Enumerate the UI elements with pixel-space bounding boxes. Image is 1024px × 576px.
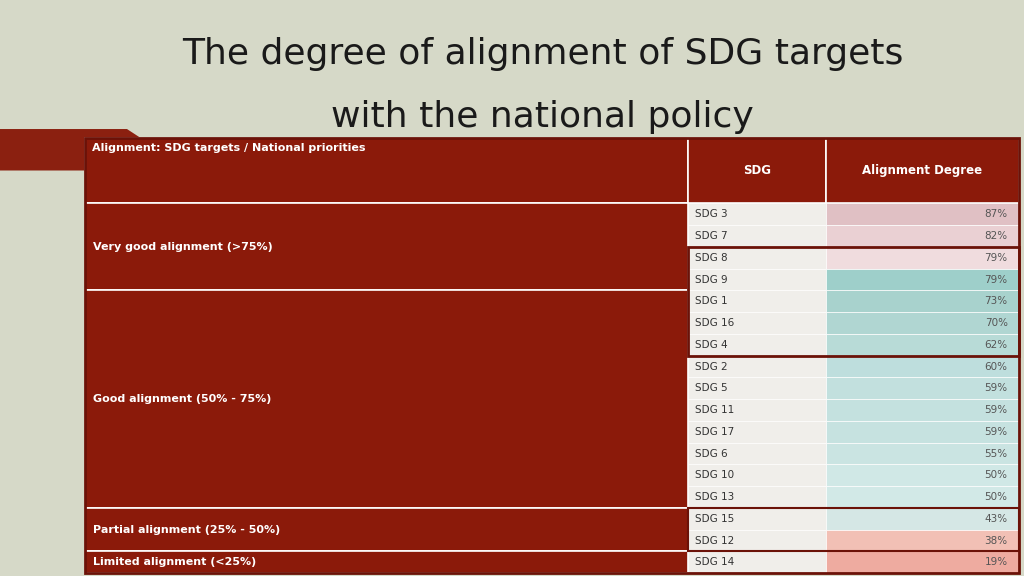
- Bar: [825, 421, 1019, 442]
- Text: SDG 5: SDG 5: [695, 383, 727, 393]
- Text: 70%: 70%: [985, 318, 1008, 328]
- Text: SDG 2: SDG 2: [695, 362, 727, 372]
- Bar: [825, 486, 1019, 508]
- Text: SDG: SDG: [743, 164, 771, 177]
- Text: 73%: 73%: [984, 296, 1008, 306]
- Bar: [688, 551, 825, 573]
- Bar: [688, 225, 825, 247]
- Text: Very good alignment (>75%): Very good alignment (>75%): [93, 242, 273, 252]
- Text: 59%: 59%: [984, 405, 1008, 415]
- Text: SDG 15: SDG 15: [695, 514, 734, 524]
- Text: SDG 3: SDG 3: [695, 209, 727, 219]
- Text: SDG 12: SDG 12: [695, 536, 734, 545]
- Bar: [688, 486, 825, 508]
- Bar: [825, 312, 1019, 334]
- Bar: [85, 138, 688, 203]
- Bar: [825, 138, 1019, 203]
- Bar: [688, 508, 1019, 551]
- Bar: [688, 356, 825, 377]
- Text: SDG 17: SDG 17: [695, 427, 734, 437]
- Bar: [825, 334, 1019, 356]
- Text: 50%: 50%: [985, 492, 1008, 502]
- Bar: [688, 203, 825, 225]
- Text: 50%: 50%: [985, 470, 1008, 480]
- Text: SDG 11: SDG 11: [695, 405, 734, 415]
- Bar: [688, 464, 825, 486]
- Bar: [688, 442, 825, 464]
- Bar: [688, 268, 825, 290]
- Bar: [688, 312, 825, 334]
- Bar: [688, 138, 825, 203]
- Text: Limited alignment (<25%): Limited alignment (<25%): [93, 557, 257, 567]
- Text: 59%: 59%: [984, 383, 1008, 393]
- Text: SDG 14: SDG 14: [695, 557, 734, 567]
- Bar: [688, 334, 825, 356]
- Text: 79%: 79%: [984, 275, 1008, 285]
- Bar: [688, 399, 825, 421]
- Text: SDG 4: SDG 4: [695, 340, 727, 350]
- Text: SDG 6: SDG 6: [695, 449, 727, 458]
- Bar: [825, 225, 1019, 247]
- Text: 60%: 60%: [985, 362, 1008, 372]
- Bar: [85, 203, 688, 290]
- Text: 82%: 82%: [984, 231, 1008, 241]
- Text: Alignment: SDG targets / National priorities: Alignment: SDG targets / National priori…: [92, 143, 366, 153]
- Bar: [825, 464, 1019, 486]
- Bar: [825, 290, 1019, 312]
- Bar: [825, 268, 1019, 290]
- Text: Good alignment (50% - 75%): Good alignment (50% - 75%): [93, 394, 271, 404]
- Text: with the national policy: with the national policy: [332, 100, 754, 134]
- Text: 19%: 19%: [984, 557, 1008, 567]
- Bar: [688, 290, 825, 312]
- Bar: [825, 377, 1019, 399]
- Polygon shape: [0, 129, 159, 170]
- Text: SDG 16: SDG 16: [695, 318, 734, 328]
- Bar: [85, 508, 688, 551]
- Text: SDG 9: SDG 9: [695, 275, 727, 285]
- Text: Alignment Degree: Alignment Degree: [862, 164, 982, 177]
- Bar: [85, 551, 688, 573]
- Text: 79%: 79%: [984, 253, 1008, 263]
- Bar: [688, 508, 825, 530]
- Bar: [825, 203, 1019, 225]
- Text: 62%: 62%: [984, 340, 1008, 350]
- Text: SDG 7: SDG 7: [695, 231, 727, 241]
- Bar: [825, 399, 1019, 421]
- Bar: [85, 290, 688, 508]
- Bar: [688, 377, 825, 399]
- Bar: [825, 356, 1019, 377]
- Bar: [825, 551, 1019, 573]
- Text: SDG 10: SDG 10: [695, 470, 734, 480]
- Bar: [825, 530, 1019, 551]
- Text: SDG 8: SDG 8: [695, 253, 727, 263]
- Text: SDG 13: SDG 13: [695, 492, 734, 502]
- Text: The degree of alignment of SDG targets: The degree of alignment of SDG targets: [182, 37, 903, 71]
- Text: 87%: 87%: [984, 209, 1008, 219]
- Text: 38%: 38%: [984, 536, 1008, 545]
- Text: 43%: 43%: [984, 514, 1008, 524]
- Text: 55%: 55%: [984, 449, 1008, 458]
- Bar: [825, 442, 1019, 464]
- Bar: [688, 247, 825, 268]
- Bar: [688, 530, 825, 551]
- Text: 59%: 59%: [984, 427, 1008, 437]
- Text: SDG 1: SDG 1: [695, 296, 727, 306]
- Bar: [688, 247, 1019, 356]
- Text: Partial alignment (25% - 50%): Partial alignment (25% - 50%): [93, 525, 281, 535]
- Bar: [825, 508, 1019, 530]
- Bar: [825, 247, 1019, 268]
- Bar: [688, 421, 825, 442]
